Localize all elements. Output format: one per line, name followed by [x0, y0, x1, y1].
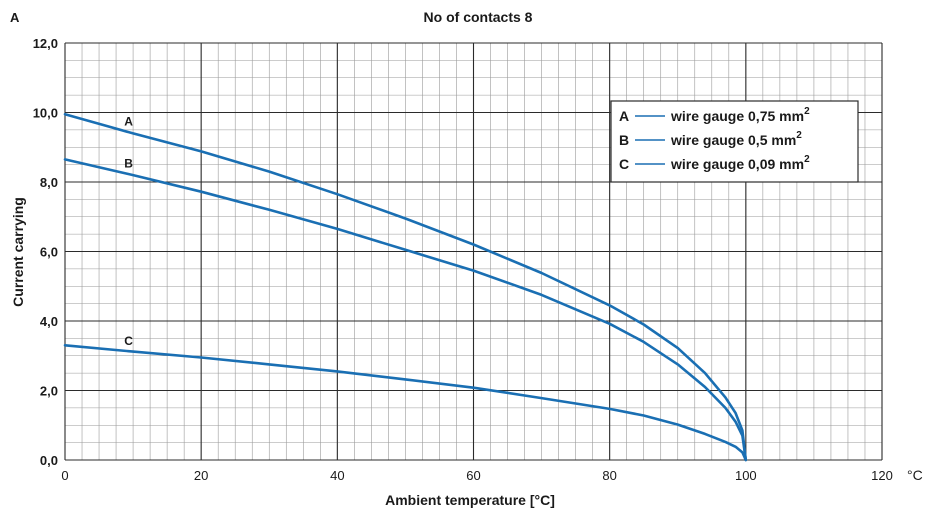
y-tick-label: 0,0 [40, 453, 58, 468]
x-tick-label: 20 [194, 468, 208, 483]
series-a-curve-label: A [124, 114, 133, 128]
y-axis-label: Current carrying [10, 197, 26, 307]
legend-label: wire gauge 0,5 mm2 [670, 130, 802, 148]
series-c-line [63, 344, 748, 462]
legend-label: wire gauge 0,09 mm2 [670, 154, 810, 172]
x-tick-label: 60 [466, 468, 480, 483]
x-tick-label: 40 [330, 468, 344, 483]
legend-key: C [619, 156, 629, 172]
x-tick-label: 120 [871, 468, 893, 483]
series-b-line [63, 158, 748, 462]
x-axis-label: Ambient temperature [°C] [385, 492, 555, 508]
y-unit-label: A [10, 10, 20, 25]
x-unit-label: °C [907, 467, 923, 483]
y-tick-label: 12,0 [33, 36, 58, 51]
y-tick-label: 6,0 [40, 245, 58, 260]
x-tick-labels: 0 20 40 60 80 100 120 [61, 468, 892, 483]
chart-title: No of contacts 8 [424, 9, 533, 25]
legend-superscript: 2 [796, 130, 802, 141]
series-curves [63, 112, 748, 462]
legend-superscript: 2 [804, 154, 810, 165]
legend-superscript: 2 [804, 106, 810, 117]
legend-key: B [619, 132, 629, 148]
series-c-curve-label: C [124, 334, 133, 348]
series-b-curve-label: B [124, 156, 133, 170]
series-a-line [63, 112, 748, 462]
y-tick-label: 10,0 [33, 106, 58, 121]
y-tick-label: 2,0 [40, 384, 58, 399]
series-curve-labels: A B C [124, 114, 133, 348]
y-tick-labels: 0,0 2,0 4,0 6,0 8,0 10,0 12,0 [33, 36, 58, 468]
y-tick-label: 4,0 [40, 314, 58, 329]
legend-box [610, 100, 859, 183]
x-tick-label: 0 [61, 468, 68, 483]
x-tick-label: 100 [735, 468, 757, 483]
legend-label: wire gauge 0,75 mm2 [670, 106, 810, 124]
y-tick-label: 8,0 [40, 175, 58, 190]
legend-key: A [619, 108, 629, 124]
x-tick-label: 80 [602, 468, 616, 483]
